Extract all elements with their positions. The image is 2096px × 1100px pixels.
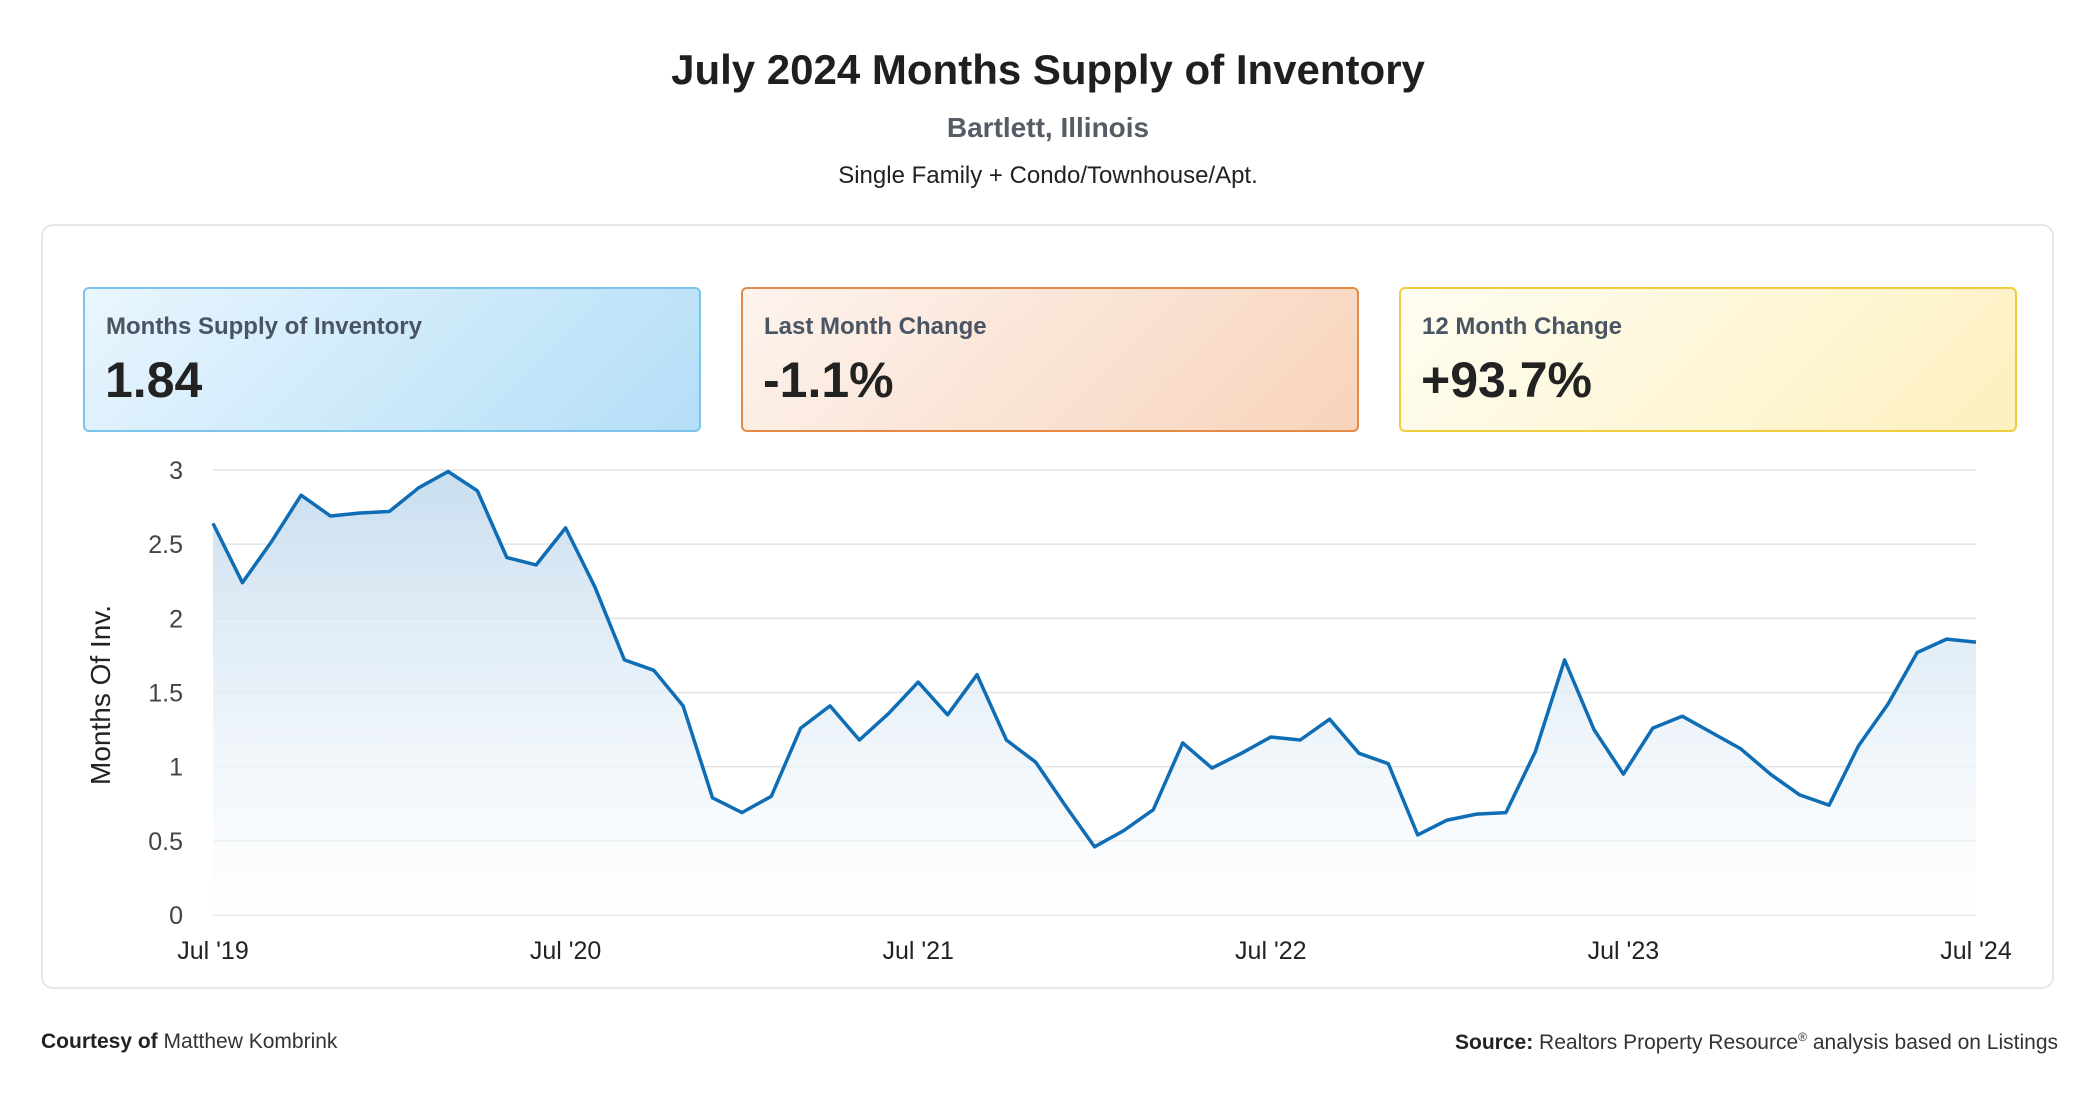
kpi-label: 12 Month Change	[1422, 313, 1623, 340]
y-tick-label: 0	[169, 902, 183, 930]
page-title: July 2024 Months Supply of Inventory	[671, 46, 1425, 93]
y-tick-label: 2	[169, 605, 183, 633]
x-axis-ticks: Jul '19 Jul '20 Jul '21 Jul '22 Jul '23 Jul '…	[177, 937, 2012, 965]
source-label: Source:	[1455, 1031, 1534, 1054]
y-tick-label: 1.5	[148, 680, 183, 708]
courtesy-name: Matthew Kombrink	[163, 1030, 338, 1053]
courtesy-label: Courtesy of	[41, 1030, 158, 1053]
source-footer: Source: Realtors Property Resource® anal…	[1455, 1030, 2058, 1055]
y-tick-label: 3	[169, 457, 183, 485]
y-axis-ticks: 0 0.5 1 1.5 2 2.5 3	[148, 457, 183, 930]
property-types-subtitle: Single Family + Condo/Townhouse/Apt.	[838, 162, 1258, 189]
x-tick-label: Jul '21	[882, 937, 953, 965]
y-axis-label: Months Of Inv.	[85, 605, 116, 785]
x-tick-label: Jul '19	[177, 937, 248, 965]
y-tick-label: 0.5	[148, 828, 183, 856]
location-subtitle: Bartlett, Illinois	[946, 112, 1150, 143]
kpi-card-12-month-change: 12 Month Change +93.7%	[1399, 287, 2017, 432]
x-tick-label: Jul '24	[1940, 937, 2012, 965]
kpi-value: +93.7%	[1421, 352, 1592, 408]
kpi-card-months-supply: Months Supply of Inventory 1.84	[83, 287, 701, 432]
kpi-value: 1.84	[105, 352, 203, 408]
registered-mark: ®	[1798, 1030, 1807, 1044]
header: July 2024 Months Supply of Inventory Bar…	[0, 40, 2096, 192]
kpi-label: Months Supply of Inventory	[106, 313, 422, 340]
series-area	[213, 471, 1976, 915]
months-supply-chart: 00.511.522.53 Jul '19 Jul '20 Jul '21 Jul '…	[85, 457, 2012, 965]
x-tick-label: Jul '20	[530, 937, 601, 965]
y-tick-label: 1	[169, 754, 183, 782]
x-tick-label: Jul '23	[1588, 937, 1659, 965]
kpi-card-last-month-change: Last Month Change -1.1%	[741, 287, 1359, 432]
y-tick-label: 2.5	[148, 531, 183, 559]
x-tick-label: Jul '22	[1235, 937, 1306, 965]
source-suffix: analysis based on Listings	[1812, 1031, 2058, 1054]
kpi-label: Last Month Change	[764, 313, 987, 340]
series-line	[211, 469, 1977, 849]
kpi-value: -1.1%	[763, 352, 894, 408]
source-text: Realtors Property Resource	[1539, 1031, 1799, 1054]
courtesy-footer: Courtesy of Matthew Kombrink	[41, 1030, 337, 1054]
